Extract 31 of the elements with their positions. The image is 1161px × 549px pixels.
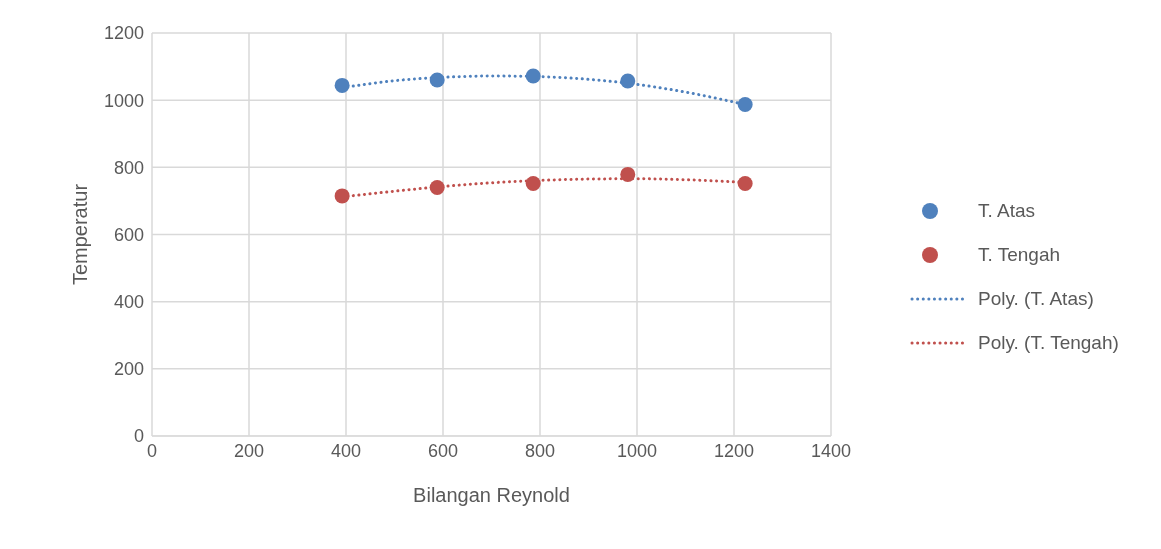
point	[737, 175, 753, 191]
point	[525, 68, 541, 84]
x-tick-label: 400	[330, 440, 362, 461]
legend-label: Poly. (T. Atas)	[978, 288, 1094, 310]
x-tick-label: 0	[146, 440, 158, 461]
point	[737, 97, 753, 113]
point	[334, 188, 350, 204]
point	[525, 175, 541, 191]
y-tick-label: 1000	[103, 90, 144, 111]
y-tick-label: 200	[113, 359, 144, 380]
legend-label: T. Tengah	[978, 244, 1061, 266]
legend-label: Poly. (T. Tengah)	[978, 332, 1119, 354]
y-tick-label: 800	[113, 157, 144, 178]
y-tick-label: 400	[113, 292, 144, 313]
y-tick-label: 1200	[103, 23, 144, 44]
x-tick-label: 800	[524, 440, 556, 461]
y-tick-label: 600	[113, 224, 144, 245]
x-tick-label: 1400	[810, 440, 852, 461]
point	[334, 77, 350, 93]
point	[620, 166, 636, 182]
y-axis-title: Temperatur	[69, 183, 92, 286]
point	[620, 73, 636, 89]
x-axis-title: Bilangan Reynold	[413, 484, 570, 506]
point	[429, 72, 445, 88]
y-tick-label: 0	[133, 426, 144, 447]
x-tick-label: 1200	[713, 440, 755, 461]
x-tick-label: 200	[233, 440, 265, 461]
legend-label: T. Atas	[978, 200, 1036, 222]
point	[429, 179, 445, 195]
x-tick-label: 1000	[616, 440, 658, 461]
x-tick-label: 600	[427, 440, 459, 461]
